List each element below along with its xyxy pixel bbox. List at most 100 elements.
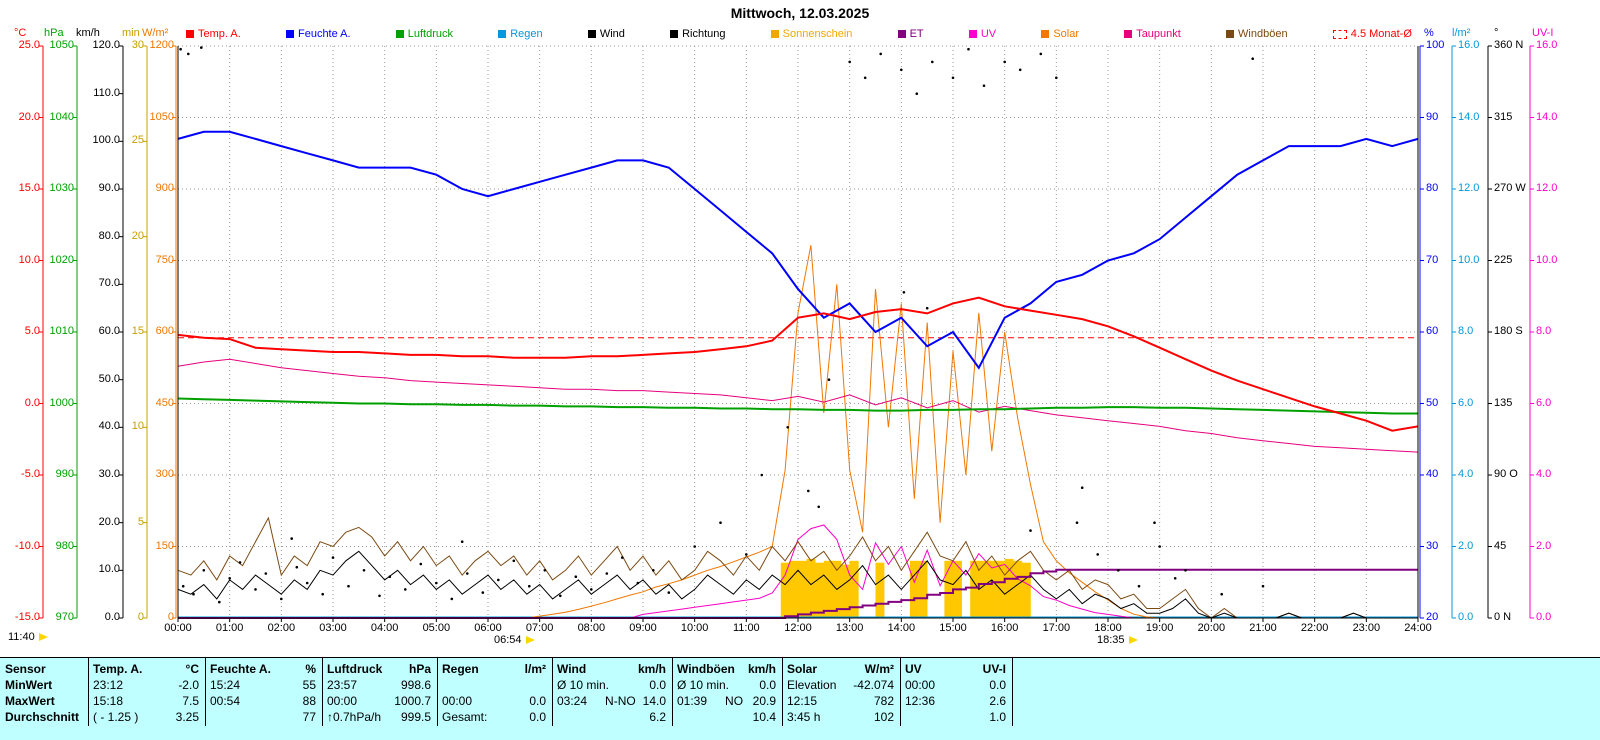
tick-label: 10.0: [80, 563, 120, 576]
cell-min-solar: Elevation-42.074: [787, 678, 894, 693]
tick-label: 10.0: [1536, 254, 1580, 267]
cell-max-regen: 00:000.0: [442, 694, 546, 709]
table-column-separator: [782, 658, 783, 726]
x-tick-label: 00:00: [156, 622, 200, 635]
tick-label: 20.0: [80, 516, 120, 529]
sunshine-bar: [876, 563, 885, 618]
tick-label: 120.0: [80, 39, 120, 52]
sunshine-bar: [789, 561, 798, 618]
wind-direction-dot: [903, 291, 906, 294]
tick-label: 360 N: [1494, 39, 1538, 52]
cell-min-windb-en: Ø 10 min.0.0: [677, 678, 776, 693]
tick-label: 20: [116, 230, 144, 243]
tick-label: 6.0: [1536, 397, 1580, 410]
wind-direction-dot: [1055, 77, 1058, 80]
tick-label: 90 O: [1494, 468, 1538, 481]
wind-direction-dot: [435, 582, 438, 585]
sunshine-bar: [798, 561, 807, 618]
x-tick-label: 21:00: [1241, 622, 1285, 635]
wind-direction-dot: [404, 588, 407, 591]
table-column-separator: [672, 658, 673, 726]
x-tick-label: 02:00: [259, 622, 303, 635]
row-label-sensor: Sensor: [5, 662, 82, 677]
wind-direction-dot: [828, 378, 831, 381]
wind-direction-dot: [228, 577, 231, 580]
sunset-marker: 18:35: [1097, 634, 1138, 646]
tick-label: 1040: [40, 111, 74, 124]
table-column-separator: [1012, 658, 1013, 726]
wind-direction-dot: [497, 579, 500, 582]
table-column-separator: [322, 658, 323, 726]
wind-direction-dot: [378, 595, 381, 598]
sunrise-time: 06:54: [494, 634, 522, 646]
tick-label: 1030: [40, 182, 74, 195]
tick-label: 14.0: [1536, 111, 1580, 124]
cell-avg-regen: Gesamt:0.0: [442, 710, 546, 725]
table-column-separator: [88, 658, 89, 726]
table-column-separator: [437, 658, 438, 726]
wind-direction-dot: [290, 537, 293, 540]
x-tick-label: 14:00: [879, 622, 923, 635]
wind-direction-dot: [864, 77, 867, 80]
tick-label: 980: [40, 540, 74, 553]
wind-direction-dot: [528, 585, 531, 588]
wind-direction-dot: [621, 556, 624, 559]
cell-min-regen: [442, 678, 546, 693]
wind-direction-dot: [306, 582, 309, 585]
tick-label: -5.0: [2, 468, 40, 481]
wind-direction-dot: [1138, 585, 1141, 588]
sunshine-bar: [970, 561, 979, 618]
wind-direction-dot: [192, 593, 195, 596]
wind-direction-dot: [761, 474, 764, 477]
tick-label: 970: [40, 611, 74, 624]
tick-label: 0.0: [80, 611, 120, 624]
tick-label: 12.0: [1536, 182, 1580, 195]
wind-direction-dot: [1003, 61, 1006, 64]
x-tick-label: 18:00: [1086, 622, 1130, 635]
cell-max-feuchte-a: 00:5488: [210, 694, 316, 709]
wind-direction-dot: [745, 553, 748, 556]
tick-label: 2.0: [1536, 540, 1580, 553]
x-tick-label: 05:00: [414, 622, 458, 635]
wind-direction-dot: [926, 307, 929, 310]
wind-direction-dot: [482, 591, 485, 594]
wind-direction-dot: [916, 92, 919, 95]
sunshine-bar: [807, 559, 816, 618]
col-header-temp-a: Temp. A.°C: [93, 662, 199, 677]
wind-direction-dot: [200, 46, 203, 49]
sunshine-bar: [824, 561, 833, 618]
wind-direction-dot: [1117, 569, 1120, 572]
tick-label: 50.0: [80, 373, 120, 386]
cell-min-uv: 00:000.0: [905, 678, 1006, 693]
tick-label: 16.0: [1536, 39, 1580, 52]
tick-label: 25: [116, 134, 144, 147]
wind-direction-dot: [389, 575, 392, 578]
cell-min-feuchte-a: 15:2455: [210, 678, 316, 693]
wind-direction-dot: [1153, 521, 1156, 524]
wind-direction-dot: [786, 426, 789, 429]
wind-direction-dot: [1220, 593, 1223, 596]
wind-direction-dot: [637, 582, 640, 585]
tick-label: 1050: [40, 39, 74, 52]
wind-direction-dot: [280, 598, 283, 601]
x-tick-label: 06:00: [466, 622, 510, 635]
x-tick-label: 09:00: [621, 622, 665, 635]
table-column-separator: [205, 658, 206, 726]
x-tick-label: 23:00: [1344, 622, 1388, 635]
tick-label: 1050: [132, 111, 174, 124]
wind-direction-dot: [1251, 57, 1254, 60]
sunshine-bar: [987, 561, 996, 618]
cell-min-temp-a: 23:12-2.0: [93, 678, 199, 693]
cell-avg-uv: 1.0: [905, 710, 1006, 725]
sunset-icon: [1129, 636, 1138, 644]
tick-label: 15.0: [2, 182, 40, 195]
wind-direction-dot: [332, 556, 335, 559]
x-tick-label: 03:00: [311, 622, 355, 635]
row-label-minwert: MinWert: [5, 678, 82, 693]
wind-direction-dot: [239, 561, 242, 564]
wind-direction-dot: [693, 545, 696, 548]
wind-direction-dot: [590, 588, 593, 591]
wind-direction-dot: [807, 490, 810, 493]
x-tick-label: 17:00: [1034, 622, 1078, 635]
wind-direction-dot: [900, 69, 903, 72]
